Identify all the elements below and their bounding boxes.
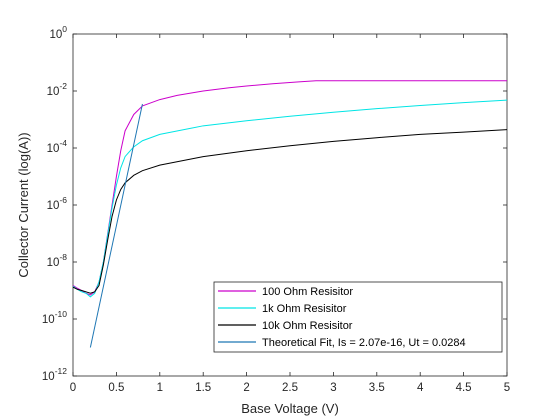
x-tick-label: 3.5 [369, 382, 385, 394]
x-tick-label: 0 [70, 382, 76, 394]
legend-label-1: 100 Ohm Resisitor [262, 286, 353, 298]
x-tick-label: 2 [243, 382, 249, 394]
x-tick-label: 3 [330, 382, 336, 394]
x-axis: 0 0.5 1 1.5 2 2.5 3 3.5 4 4.5 5 [70, 34, 510, 394]
x-tick-label: 4 [417, 382, 424, 394]
y-axis-title: Collector Current (log(A)) [16, 132, 31, 277]
y-tick-label: 10-2 [47, 81, 68, 98]
y-tick-label: 10-6 [47, 195, 68, 212]
series-line-1 [73, 80, 507, 296]
x-axis-title: Base Voltage (V) [241, 401, 339, 416]
legend-label-4: Theoretical Fit, Is = 2.07e-16, Ut = 0.0… [262, 337, 466, 349]
y-tick-label: 100 [49, 24, 67, 41]
y-tick-label: 10-4 [47, 138, 68, 155]
x-tick-label: 1.5 [195, 382, 211, 394]
x-tick-label: 0.5 [108, 382, 124, 394]
series-line-4 [89, 103, 143, 348]
y-tick-label: 10-10 [42, 309, 67, 326]
x-tick-label: 5 [504, 382, 510, 394]
legend-label-2: 1k Ohm Resisitor [262, 303, 347, 315]
x-tick-label: 2.5 [282, 382, 298, 394]
y-axis: 10-12 10-10 10-8 10-6 10-4 10-2 100 [42, 24, 507, 383]
legend: 100 Ohm Resisitor 1k Ohm Resisitor 10k Ohm… [213, 281, 503, 353]
y-tick-label: 10-8 [47, 252, 68, 269]
x-tick-label: 4.5 [456, 382, 472, 394]
y-tick-label: 10-12 [42, 366, 67, 383]
series-group [73, 80, 507, 348]
series-line-3 [73, 129, 507, 294]
x-tick-label: 1 [157, 382, 163, 394]
legend-box [213, 281, 503, 353]
series-line-2 [73, 99, 507, 298]
legend-label-3: 10k Ohm Resisitor [262, 320, 353, 332]
